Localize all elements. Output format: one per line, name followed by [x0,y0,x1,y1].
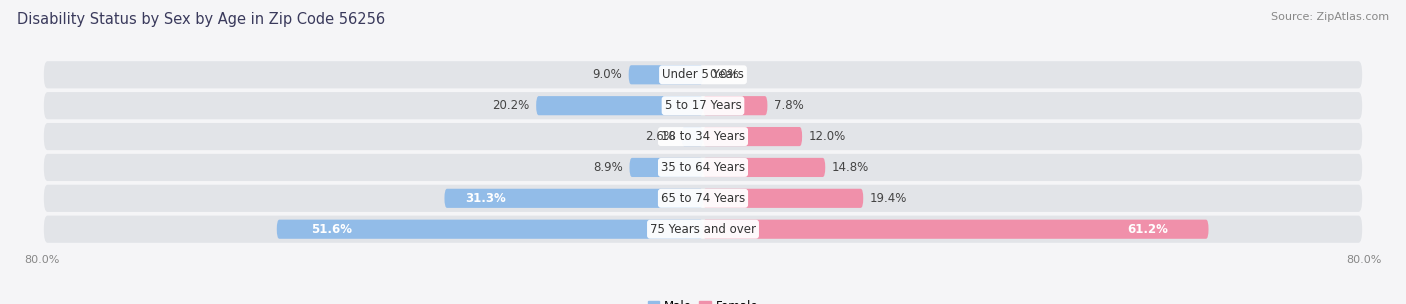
FancyBboxPatch shape [44,92,1362,119]
Legend: Male, Female: Male, Female [643,295,763,304]
FancyBboxPatch shape [44,185,1362,212]
FancyBboxPatch shape [703,127,801,146]
FancyBboxPatch shape [628,65,703,85]
Text: Under 5 Years: Under 5 Years [662,68,744,81]
Text: 5 to 17 Years: 5 to 17 Years [665,99,741,112]
FancyBboxPatch shape [703,96,768,115]
Text: 18 to 34 Years: 18 to 34 Years [661,130,745,143]
FancyBboxPatch shape [703,219,1209,239]
FancyBboxPatch shape [44,123,1362,150]
Text: 7.8%: 7.8% [775,99,804,112]
Text: 14.8%: 14.8% [832,161,869,174]
Text: Disability Status by Sex by Age in Zip Code 56256: Disability Status by Sex by Age in Zip C… [17,12,385,27]
Text: 9.0%: 9.0% [592,68,621,81]
FancyBboxPatch shape [444,189,703,208]
Text: 0.0%: 0.0% [710,68,740,81]
Text: 20.2%: 20.2% [492,99,530,112]
Text: 75 Years and over: 75 Years and over [650,223,756,236]
Text: 35 to 64 Years: 35 to 64 Years [661,161,745,174]
Text: 51.6%: 51.6% [311,223,352,236]
Text: 31.3%: 31.3% [465,192,506,205]
Text: 65 to 74 Years: 65 to 74 Years [661,192,745,205]
FancyBboxPatch shape [536,96,703,115]
FancyBboxPatch shape [703,158,825,177]
Text: 8.9%: 8.9% [593,161,623,174]
FancyBboxPatch shape [44,216,1362,243]
Text: 2.6%: 2.6% [645,130,675,143]
Text: 19.4%: 19.4% [870,192,907,205]
FancyBboxPatch shape [703,189,863,208]
FancyBboxPatch shape [44,61,1362,88]
Text: 12.0%: 12.0% [808,130,846,143]
Text: Source: ZipAtlas.com: Source: ZipAtlas.com [1271,12,1389,22]
FancyBboxPatch shape [682,127,703,146]
FancyBboxPatch shape [277,219,703,239]
Text: 61.2%: 61.2% [1128,223,1168,236]
FancyBboxPatch shape [630,158,703,177]
FancyBboxPatch shape [44,154,1362,181]
